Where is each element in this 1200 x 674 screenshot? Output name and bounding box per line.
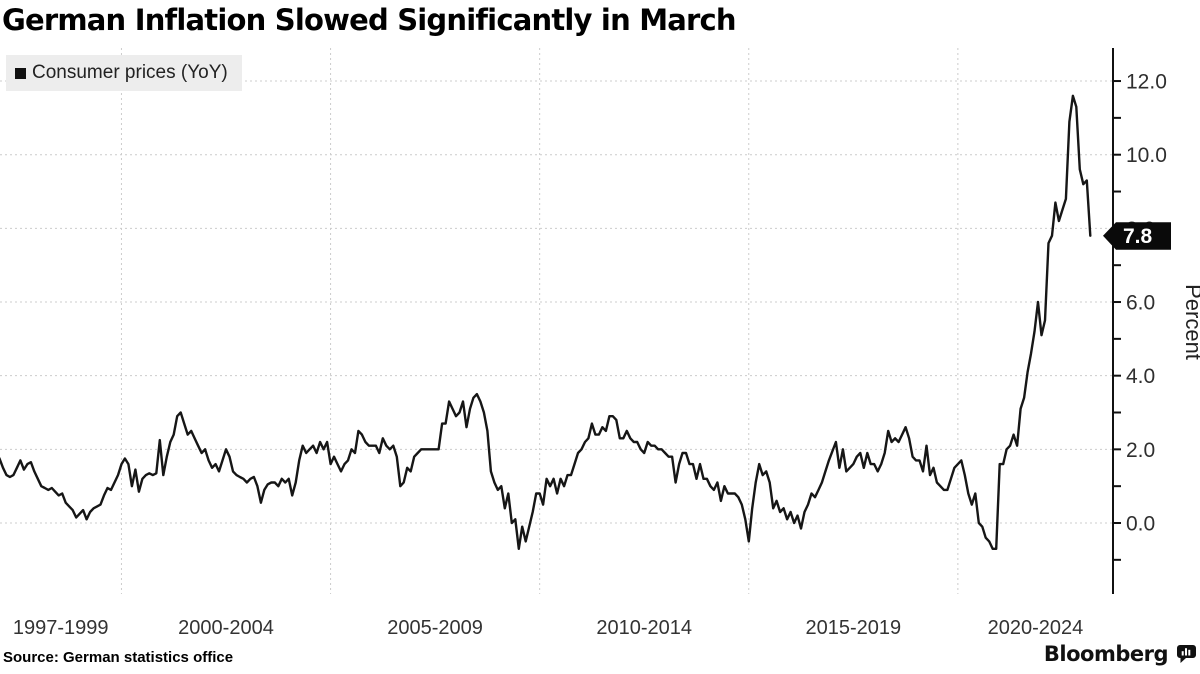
legend-label: Consumer prices (YoY)	[32, 62, 228, 83]
y-tick-label: 10.0	[1126, 144, 1167, 167]
bloomberg-terminal-icon	[1177, 645, 1196, 663]
page-title: German Inflation Slowed Significantly in…	[2, 3, 737, 37]
y-tick-label: 4.0	[1126, 365, 1155, 388]
x-tick-label: 1997-1999	[13, 617, 109, 639]
y-tick-label: 0.0	[1126, 513, 1155, 536]
y-tick-label: 2.0	[1126, 439, 1155, 462]
legend-swatch-icon	[15, 67, 26, 79]
x-tick-label: 2015-2019	[805, 617, 901, 639]
y-tick-label: 12.0	[1126, 71, 1167, 94]
price-line	[0, 94, 1092, 550]
x-tick-label: 2000-2004	[178, 617, 274, 639]
bloomberg-logo: Bloomberg	[1044, 642, 1196, 666]
x-tick-label: 2010-2014	[596, 617, 692, 639]
last-value-badge	[1103, 222, 1171, 250]
x-tick-label: 2005-2009	[387, 617, 483, 639]
y-tick-label: 6.0	[1126, 292, 1155, 315]
y-axis-title: Percent	[1181, 284, 1200, 360]
legend: Consumer prices (YoY)	[6, 55, 242, 91]
last-value-label: 7.8	[1123, 225, 1153, 248]
source-note: Source: German statistics office	[3, 649, 234, 666]
bloomberg-wordmark: Bloomberg	[1043, 642, 1169, 666]
x-tick-label: 2020-2024	[988, 617, 1084, 639]
